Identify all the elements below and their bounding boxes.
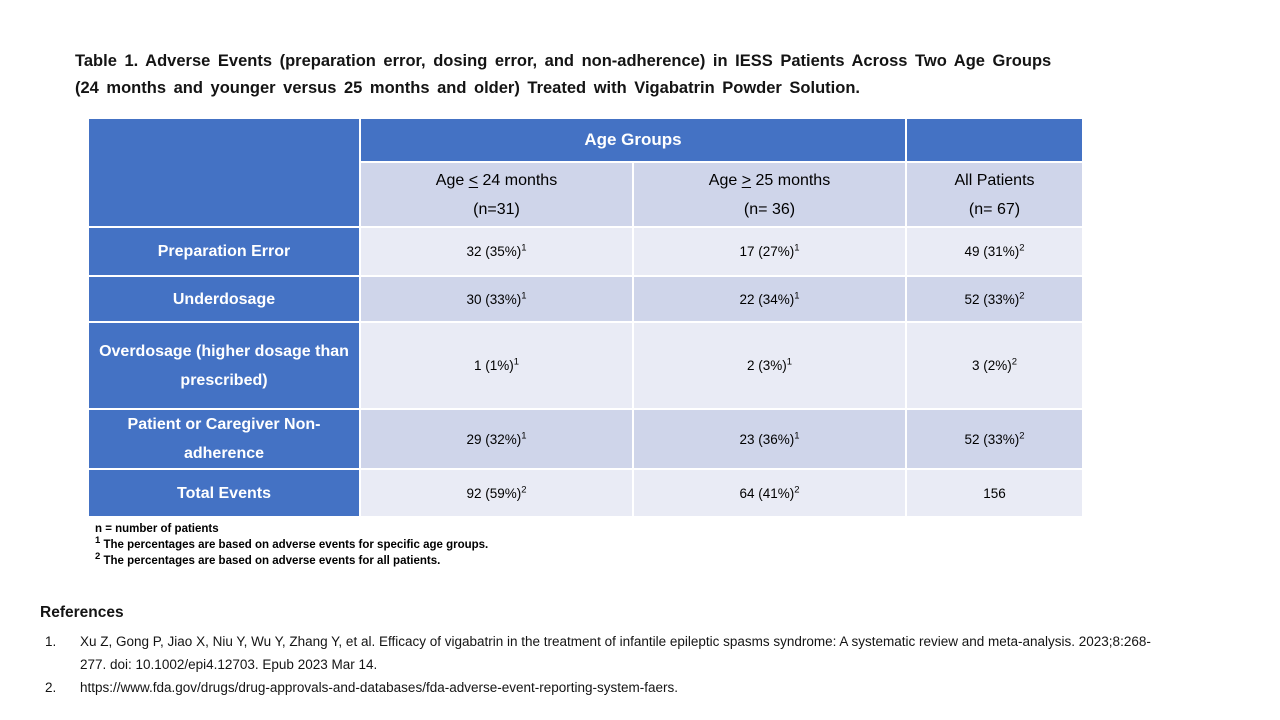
footnote-marker: 2: [521, 484, 527, 495]
footnote-marker: 1: [521, 290, 527, 301]
footnote-marker: 1: [786, 356, 793, 368]
table-row-total-events: Total Events 92 (59%)2 64 (41%)2 156: [89, 470, 1082, 516]
data-table: Age Groups Age < 24 months (n=31) Age > …: [87, 117, 1084, 518]
cell-value: 23 (36%)1: [634, 410, 905, 468]
col-header-n1: (n=31): [473, 200, 520, 218]
cell-value: 2 (3%)1: [634, 323, 905, 408]
footnote-n-definition: n = number of patients: [95, 523, 219, 535]
cell-value: 52 (33%)2: [907, 410, 1082, 468]
row-label: Total Events: [89, 470, 359, 516]
cell-value: 49 (31%)2: [907, 228, 1082, 275]
col-header-n3: (n= 67): [968, 200, 1021, 218]
row-label: Patient or Caregiver Non-adherence: [89, 410, 359, 468]
col-header-age-ge-25: Age > 25 months (n= 36): [634, 163, 905, 226]
footnote-1-marker: 1: [95, 535, 101, 547]
cell-value: 64 (41%)2: [634, 470, 905, 516]
age-groups-header: Age Groups: [361, 119, 905, 161]
col-header-age-le-24: Age < 24 months (n=31): [361, 163, 632, 226]
ge-symbol: >: [741, 171, 752, 189]
footnote-marker: 2: [1011, 356, 1018, 368]
table-row-underdosage: Underdosage 30 (33%)1 22 (34%)1 52 (33%)…: [89, 277, 1082, 321]
cell-value: 92 (59%)2: [361, 470, 632, 516]
reference-number: 1.: [45, 634, 57, 649]
table-title: Table 1. Adverse Events (preparation err…: [75, 48, 1051, 102]
references-heading: References: [40, 604, 124, 621]
cell-value: 156: [907, 470, 1082, 516]
cell-value: 17 (27%)1: [634, 228, 905, 275]
footnote-marker: 1: [794, 430, 800, 441]
footnote-marker: 1: [513, 356, 520, 368]
footnote-marker: 2: [1019, 290, 1025, 301]
row-label: Underdosage: [89, 277, 359, 321]
cell-value: 22 (34%)1: [634, 277, 905, 321]
footnote-1: 1 The percentages are based on adverse e…: [95, 535, 489, 551]
col-header-n2: (n= 36): [743, 200, 796, 218]
reference-2: 2. https://www.fda.gov/drugs/drug-approv…: [45, 676, 1170, 699]
footnote-marker: 1: [521, 242, 527, 254]
col-header-all-patients: All Patients (n= 67): [907, 163, 1082, 226]
corner-blank-cell: [89, 119, 359, 226]
cell-value: 30 (33%)1: [361, 277, 632, 321]
table-row-overdosage: Overdosage (higher dosage than prescribe…: [89, 323, 1082, 408]
table-row-non-adherence: Patient or Caregiver Non-adherence 29 (3…: [89, 410, 1082, 468]
row-label: Preparation Error: [89, 228, 359, 275]
cell-value: 29 (32%)1: [361, 410, 632, 468]
footnotes: n = number of patients 1 The percentages…: [95, 521, 488, 569]
reference-1: 1. Xu Z, Gong P, Jiao X, Niu Y, Wu Y, Zh…: [45, 630, 1170, 676]
footnote-marker: 1: [794, 242, 800, 254]
references-section: References 1. Xu Z, Gong P, Jiao X, Niu …: [40, 604, 1170, 699]
table-title-line1: Table 1. Adverse Events (preparation err…: [75, 52, 1052, 70]
le-symbol: <: [468, 171, 479, 189]
footnote-marker: 2: [794, 484, 800, 495]
row-label: Overdosage (higher dosage than prescribe…: [89, 323, 359, 408]
cell-value: 52 (33%)2: [907, 277, 1082, 321]
table-title-line2: (24 months and younger versus 25 months …: [75, 79, 860, 97]
reference-text: Xu Z, Gong P, Jiao X, Niu Y, Wu Y, Zhang…: [80, 634, 1151, 672]
all-patients-blank-header: [907, 119, 1082, 161]
reference-url: https://www.fda.gov/drugs/drug-approvals…: [80, 680, 679, 695]
footnote-2: 2 The percentages are based on adverse e…: [95, 551, 441, 567]
footnote-marker: 2: [1019, 430, 1025, 441]
adverse-events-table: Age Groups Age < 24 months (n=31) Age > …: [87, 117, 1084, 518]
footnote-marker: 1: [794, 290, 800, 301]
reference-number: 2.: [45, 680, 57, 695]
cell-value: 32 (35%)1: [361, 228, 632, 275]
footnote-2-marker: 2: [95, 551, 101, 563]
footnote-marker: 2: [1019, 242, 1025, 254]
cell-value: 3 (2%)2: [907, 323, 1082, 408]
table-row-preparation-error: Preparation Error 32 (35%)1 17 (27%)1 49…: [89, 228, 1082, 275]
footnote-marker: 1: [521, 430, 527, 441]
cell-value: 1 (1%)1: [361, 323, 632, 408]
